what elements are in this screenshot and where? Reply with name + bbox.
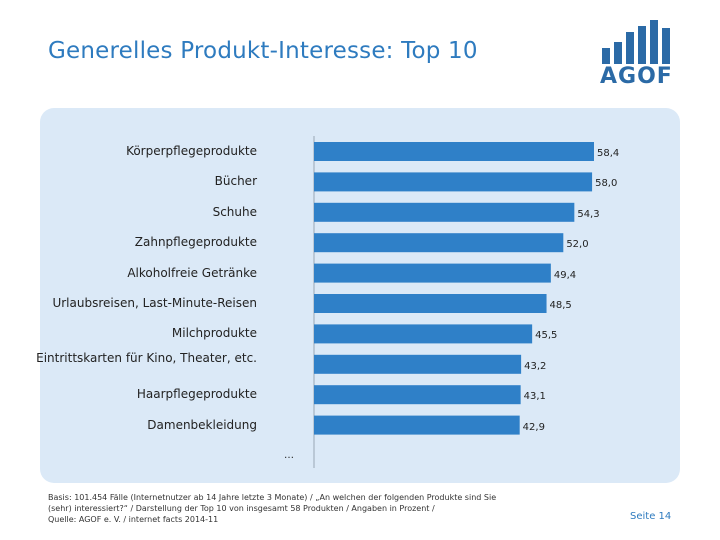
bar-9 <box>314 415 520 435</box>
category-label: Eintrittskarten für Kino, Theater, etc. <box>36 350 257 365</box>
category-label: Milchprodukte <box>171 326 257 341</box>
bar-8 <box>314 385 521 405</box>
bar-0 <box>314 142 594 161</box>
category-label: Damenbekleidung <box>147 417 257 432</box>
category-label: Haarpflegeprodukte <box>136 387 257 402</box>
agof-logo-text: AGOF <box>600 64 673 89</box>
value-label: 54,3 <box>577 208 600 220</box>
page-title: Generelles Produkt-Interesse: Top 10 <box>48 38 478 64</box>
bar-7 <box>314 354 522 374</box>
footnote-line-2: (sehr) interessiert?“ / Darstellung der … <box>48 504 435 513</box>
bar-chart <box>313 136 594 468</box>
value-label: 58,4 <box>597 148 620 159</box>
value-label: 43,1 <box>523 391 546 403</box>
bar-2 <box>314 202 575 222</box>
page-number: Seite 14 <box>630 511 672 522</box>
category-label: Schuhe <box>212 204 257 219</box>
footnote-line-1: Basis: 101.454 Fälle (Internetnutzer ab … <box>48 493 497 502</box>
footnote: Basis: 101.454 Fälle (Internetnutzer ab … <box>48 492 588 525</box>
category-label: Urlaubsreisen, Last-Minute-Reisen <box>52 296 257 310</box>
value-label: 49,4 <box>553 269 577 281</box>
category-label: Bücher <box>214 174 257 189</box>
bar-4 <box>314 263 551 283</box>
bar-5 <box>314 294 547 313</box>
more-items-ellipsis: … <box>284 450 294 461</box>
value-label: 58,0 <box>595 178 618 190</box>
category-label: Zahnpflegeprodukte <box>134 235 257 250</box>
value-label: 45,5 <box>535 330 558 342</box>
bar-3 <box>314 233 564 253</box>
value-label: 43,2 <box>524 360 547 372</box>
chart-panel: Körperpflegeprodukte 58,4 Bücher 58,0 Schuhe… <box>36 108 680 483</box>
agof-logo-icon <box>602 20 670 64</box>
category-label: Körperpflegeprodukte <box>126 144 257 158</box>
bar-6 <box>314 324 533 344</box>
value-label: 52,0 <box>566 239 589 251</box>
value-label: 42,9 <box>522 421 545 433</box>
bar-1 <box>314 172 593 192</box>
category-label: Alkoholfreie Getränke <box>127 265 257 280</box>
footnote-line-3: Quelle: AGOF e. V. / internet facts 2014… <box>48 515 219 524</box>
value-label: 48,5 <box>549 300 572 311</box>
